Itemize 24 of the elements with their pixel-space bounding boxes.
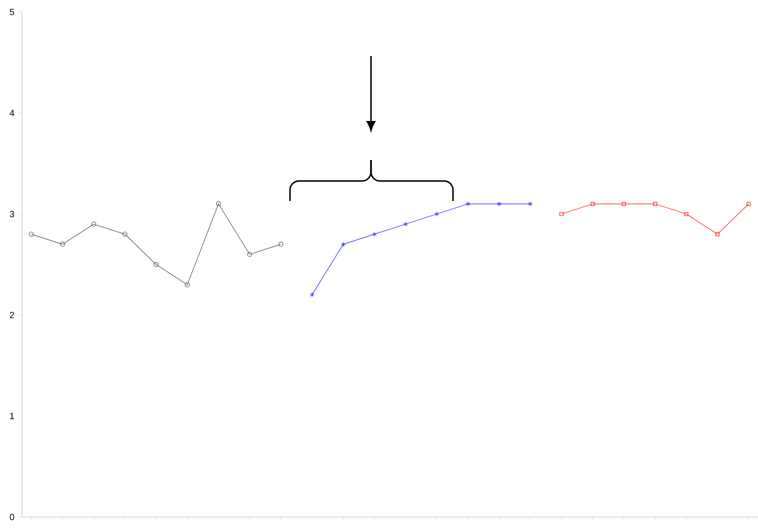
point: [372, 232, 377, 237]
y-tick-label: 4: [10, 110, 14, 116]
y-tick-label: 5: [10, 8, 14, 16]
point: [496, 201, 502, 206]
y-tick-label: 2: [10, 312, 14, 318]
point: [184, 282, 190, 288]
point: [590, 202, 595, 206]
point: [466, 201, 470, 206]
point: [403, 222, 408, 227]
point: [684, 212, 688, 216]
point: [341, 242, 346, 247]
point: [622, 202, 626, 206]
point: [715, 232, 720, 236]
y-tick-label: 3: [10, 210, 14, 218]
point: [247, 252, 252, 257]
point: [122, 232, 128, 237]
point: [434, 212, 439, 216]
point: [91, 222, 96, 227]
point: [154, 262, 159, 267]
y-tick-label: 0: [10, 514, 14, 520]
point: [216, 201, 221, 206]
point: [653, 202, 658, 206]
point: [60, 242, 66, 247]
y-tick-label: 1: [10, 412, 14, 420]
